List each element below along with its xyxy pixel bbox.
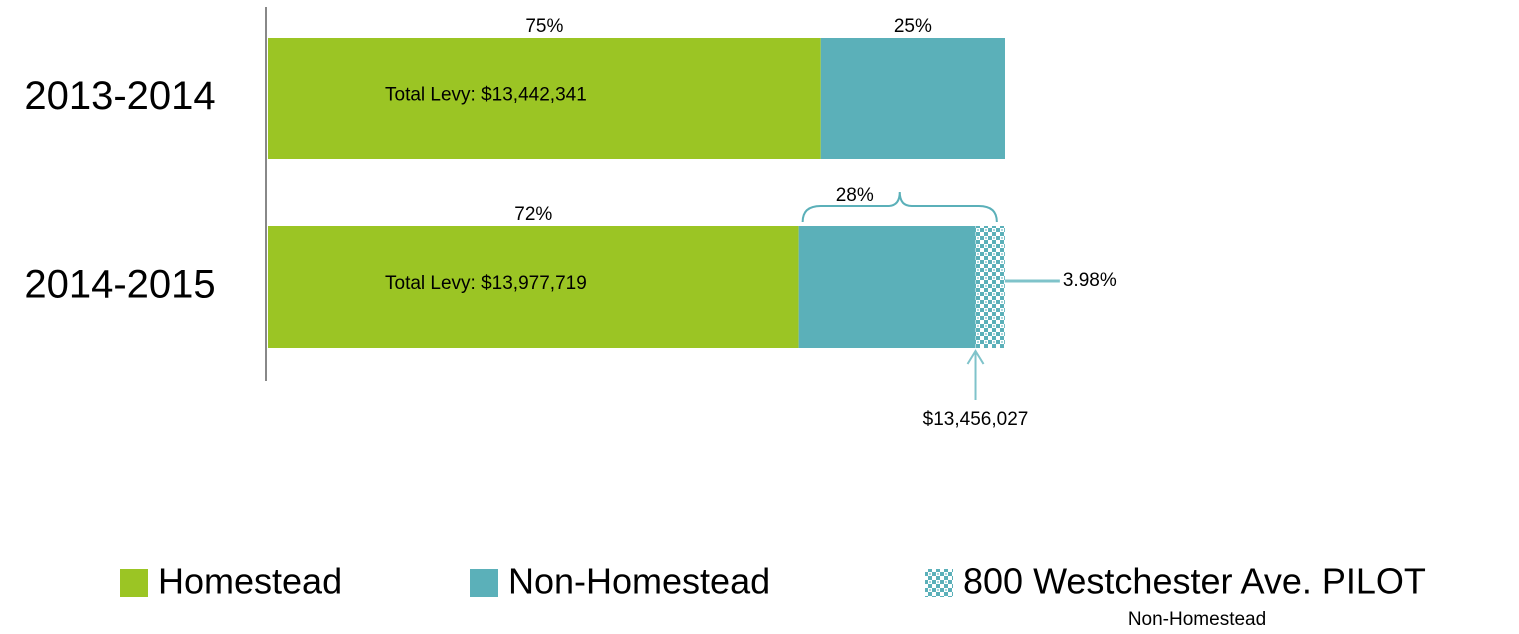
legend-label: Non-Homestead	[508, 561, 770, 602]
value-label: 75%	[525, 16, 563, 37]
bar-segment	[798, 226, 976, 348]
bar-segment	[975, 226, 1005, 348]
bar-label: Total Levy: $13,977,719	[385, 273, 587, 294]
value-label: 3.98%	[1063, 270, 1117, 291]
legend-label: 800 Westchester Ave. PILOT	[963, 561, 1426, 602]
bar-segment	[268, 38, 821, 159]
legend-swatch	[470, 569, 498, 597]
group-label: 28%	[836, 185, 874, 206]
legend-swatch	[120, 569, 148, 597]
arrow-head	[966, 349, 985, 365]
legend-note: Non-Homestead	[1128, 609, 1266, 630]
value-label: 25%	[894, 16, 932, 37]
bar-segment	[268, 226, 799, 348]
category-label: 2013-2014	[24, 74, 215, 118]
brace	[801, 191, 998, 223]
legend-label: Homestead	[158, 561, 342, 602]
legend-swatch	[925, 569, 953, 597]
value-label: 72%	[514, 204, 552, 225]
category-label: 2014-2015	[24, 263, 215, 307]
bar-label: Total Levy: $13,442,341	[385, 85, 587, 106]
annotation: $13,456,027	[923, 409, 1029, 430]
bar-segment	[820, 38, 1005, 159]
